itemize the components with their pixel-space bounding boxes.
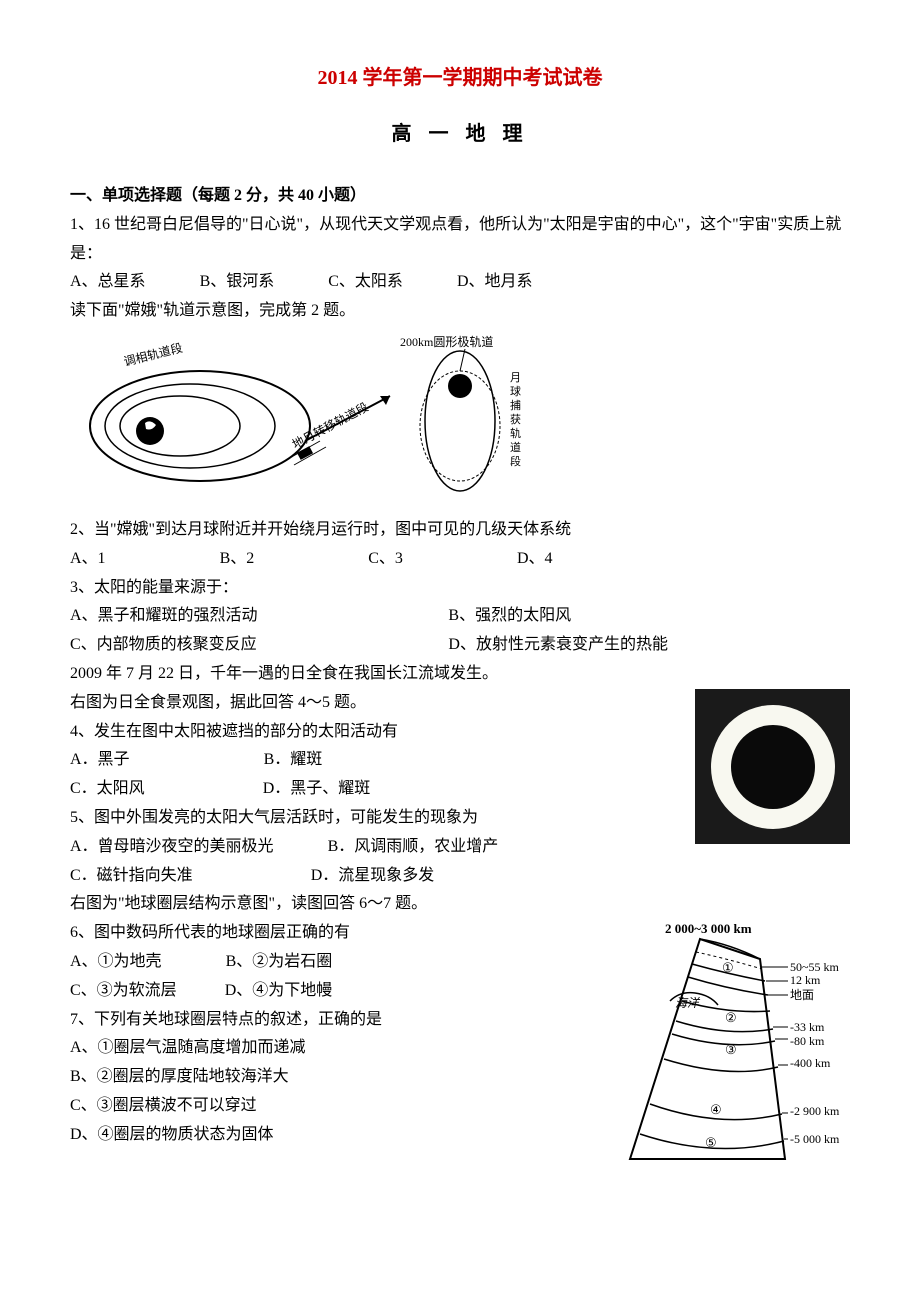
eclipse-svg	[695, 689, 850, 844]
question-4: 4、发生在图中太阳被遮挡的部分的太阳活动有 A．黑子 B．耀斑 C．太阳风 D．…	[70, 718, 685, 804]
fig3-d2: 12 km	[790, 973, 821, 987]
q6-opt-b: B、②为岩石圈	[226, 948, 333, 977]
question-2: 2、当"嫦娥"到达月球附近并开始绕月运行时，图中可见的几级天体系统 A、1 B、…	[70, 516, 850, 574]
q7-opt-d: D、④圈层的物质状态为固体	[70, 1121, 600, 1150]
section-1-header: 一、单项选择题（每题 2 分，共 40 小题）	[70, 182, 850, 211]
fig1-label-top: 200km圆形极轨道	[400, 335, 493, 349]
q6-opt-a: A、①为地壳	[70, 948, 162, 977]
fig3-d6: -400 km	[790, 1056, 831, 1070]
q3-opt-b: B、强烈的太阳风	[448, 602, 822, 631]
fig1-label-mid: 地月转移轨道段	[289, 399, 370, 452]
fig1-label-left: 调相轨道段	[122, 340, 184, 369]
fig3-top-label: 2 000~3 000 km	[665, 921, 752, 936]
fig3-n2: ②	[725, 1010, 737, 1025]
question-1-text: 1、16 世纪哥白尼倡导的"日心说"，从现代天文学观点看，他所认为"太阳是宇宙的…	[70, 211, 850, 269]
fig3-n1: ①	[722, 960, 734, 975]
q7-opt-a: A、①圈层气温随高度增加而递减	[70, 1034, 600, 1063]
question-1: 1、16 世纪哥白尼倡导的"日心说"，从现代天文学观点看，他所认为"太阳是宇宙的…	[70, 211, 850, 297]
q5-opt-b: B．风调雨顺，农业增产	[328, 833, 499, 862]
figure-1-orbit-diagram: 调相轨道段 地月转移轨道段 200km圆形极轨道 月 球 捕 获 轨 道 段	[70, 331, 850, 511]
q6-opt-c: C、③为软流层	[70, 977, 177, 1006]
question-4-text: 4、发生在图中太阳被遮挡的部分的太阳活动有	[70, 718, 685, 747]
question-2-options: A、1 B、2 C、3 D、4	[70, 545, 850, 574]
question-3-options: A、黑子和耀斑的强烈活动 B、强烈的太阳风 C、内部物质的核聚变反应 D、放射性…	[70, 602, 850, 660]
fig1-label-side-4: 获	[510, 413, 521, 426]
fig3-d3: 地面	[790, 988, 814, 1002]
fig3-d5: -80 km	[790, 1034, 825, 1048]
q2-opt-d: D、4	[517, 545, 553, 574]
q5-opt-d: D．流星现象多发	[311, 862, 435, 891]
fig1-label-side-6: 道	[510, 440, 521, 454]
q1-opt-b: B、银河系	[200, 268, 275, 297]
fig3-n3: ③	[725, 1042, 737, 1057]
q5-opt-c: C．磁针指向失准	[70, 862, 193, 891]
question-5-text: 5、图中外围发亮的太阳大气层活跃时，可能发生的现象为	[70, 804, 685, 833]
question-5-options: A．曾母暗沙夜空的美丽极光 B．风调雨顺，农业增产 C．磁针指向失准 D．流星现…	[70, 833, 685, 891]
fig3-n4: ④	[710, 1102, 722, 1117]
q7-opt-b: B、②圈层的厚度陆地较海洋大	[70, 1063, 600, 1092]
fig3-ocean: 海洋	[675, 996, 701, 1010]
question-3: 3、太阳的能量来源于： A、黑子和耀斑的强烈活动 B、强烈的太阳风 C、内部物质…	[70, 574, 850, 660]
question-6: 6、图中数码所代表的地球圈层正确的有 A、①为地壳 B、②为岩石圈 C、③为软流…	[70, 919, 600, 1005]
fig1-label-side-3: 捕	[510, 398, 521, 412]
question-7-text: 7、下列有关地球圈层特点的叙述，正确的是	[70, 1006, 600, 1035]
question-5: 5、图中外围发亮的太阳大气层活跃时，可能发生的现象为 A．曾母暗沙夜空的美丽极光…	[70, 804, 685, 890]
fig1-label-side-1: 月	[510, 372, 521, 384]
q4-opt-a: A．黑子	[70, 746, 130, 775]
question-1-options: A、总星系 B、银河系 C、太阳系 D、地月系	[70, 268, 850, 297]
q7-opt-c: C、③圈层横波不可以穿过	[70, 1092, 600, 1121]
question-6-text: 6、图中数码所代表的地球圈层正确的有	[70, 919, 600, 948]
fig3-d7: -2 900 km	[790, 1104, 840, 1118]
eclipse-image	[695, 689, 850, 844]
figure-2-intro-2: 右图为日全食景观图，据此回答 4～5 题。	[70, 689, 685, 718]
orbit-svg: 调相轨道段 地月转移轨道段 200km圆形极轨道 月 球 捕 获 轨 道 段	[70, 331, 550, 511]
q4-opt-c: C．太阳风	[70, 775, 145, 804]
earth-layers-diagram: 2 000~3 000 km ① 海洋 ② ③ ④ ⑤	[610, 919, 850, 1169]
question-7: 7、下列有关地球圈层特点的叙述，正确的是 A、①圈层气温随高度增加而递减 B、②…	[70, 1006, 600, 1150]
q5-opt-a: A．曾母暗沙夜空的美丽极光	[70, 833, 274, 862]
q4-opt-d: D．黑子、耀斑	[263, 775, 371, 804]
q4-opt-b: B．耀斑	[264, 746, 323, 775]
q1-opt-a: A、总星系	[70, 268, 146, 297]
exam-title-sub: 高 一 地 理	[70, 116, 850, 152]
q2-opt-c: C、3	[368, 545, 403, 574]
q2-opt-a: A、1	[70, 545, 106, 574]
question-2-text: 2、当"嫦娥"到达月球附近并开始绕月运行时，图中可见的几级天体系统	[70, 516, 850, 545]
q3-opt-d: D、放射性元素衰变产生的热能	[448, 631, 822, 660]
q6-opt-d: D、④为下地幔	[225, 977, 333, 1006]
figure-1-intro: 读下面"嫦娥"轨道示意图，完成第 2 题。	[70, 297, 850, 326]
q1-opt-d: D、地月系	[457, 268, 533, 297]
q2-opt-b: B、2	[220, 545, 255, 574]
q6-q7-row: 6、图中数码所代表的地球圈层正确的有 A、①为地壳 B、②为岩石圈 C、③为软流…	[70, 919, 850, 1169]
figure-3-intro: 右图为"地球圈层结构示意图"，读图回答 6～7 题。	[70, 890, 850, 919]
fig3-n5: ⑤	[705, 1135, 717, 1150]
fig1-label-side-2: 球	[510, 384, 521, 398]
fig1-label-side-5: 轨	[510, 426, 521, 440]
fig3-d4: -33 km	[790, 1020, 825, 1034]
question-3-text: 3、太阳的能量来源于：	[70, 574, 850, 603]
question-4-options: A．黑子 B．耀斑 C．太阳风 D．黑子、耀斑	[70, 746, 685, 804]
figure-2-intro-1: 2009 年 7 月 22 日，千年一遇的日全食在我国长江流域发生。	[70, 660, 850, 689]
q1-opt-c: C、太阳系	[328, 268, 403, 297]
q4-q5-row: 右图为日全食景观图，据此回答 4～5 题。 4、发生在图中太阳被遮挡的部分的太阳…	[70, 689, 850, 891]
fig3-d1: 50~55 km	[790, 960, 839, 974]
fig1-label-side-7: 段	[510, 454, 521, 468]
earth-layers-svg: 2 000~3 000 km ① 海洋 ② ③ ④ ⑤	[610, 919, 850, 1169]
exam-title-main: 2014 学年第一学期期中考试试卷	[70, 60, 850, 96]
fig3-d8: -5 000 km	[790, 1132, 840, 1146]
q3-opt-c: C、内部物质的核聚变反应	[70, 631, 444, 660]
question-6-options: A、①为地壳 B、②为岩石圈 C、③为软流层 D、④为下地幔	[70, 948, 600, 1006]
q3-opt-a: A、黑子和耀斑的强烈活动	[70, 602, 444, 631]
